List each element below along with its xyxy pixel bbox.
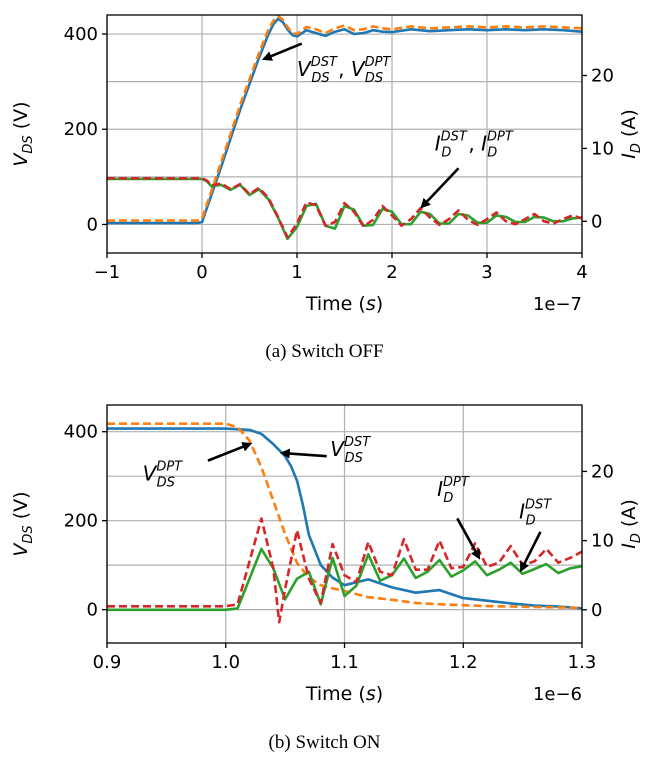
x-tick-label: 1 xyxy=(291,262,302,283)
annotation-label-i-dst: IDST D xyxy=(519,497,552,528)
y-right-tick-label: 0 xyxy=(591,600,602,621)
y-right-axis-label: ID (A) xyxy=(618,109,644,159)
x-tick-label: 1.3 xyxy=(568,652,597,673)
y-left-axis-label: VDS (V) xyxy=(10,101,36,166)
annotation-arrow-v xyxy=(261,42,303,61)
annotation-label-i-dpt: IDPT D xyxy=(437,475,470,506)
series-line-vds-dst xyxy=(107,17,582,225)
series-line-id-dst xyxy=(107,177,582,241)
panel-switch-off: −1 0 1 2 3 4 0 200 400 0 10 20 Time (s) 1e−7 VDS (V) ID… xyxy=(10,14,644,362)
series-line-id-dpt xyxy=(107,517,582,624)
y-left-tick-label: 400 xyxy=(64,24,98,45)
series-line-vds-dpt xyxy=(107,422,582,610)
y-left-tick-label: 400 xyxy=(64,422,98,443)
y-right-tick-label: 20 xyxy=(591,461,614,482)
figure-caption: (b) Switch ON xyxy=(269,732,381,753)
y-left-axis-label: VDS (V) xyxy=(10,491,36,556)
y-left-tick-label: 200 xyxy=(64,119,98,140)
y-right-tick-label: 20 xyxy=(591,66,614,87)
y-left-tick-label: 0 xyxy=(87,600,98,621)
x-offset-text: 1e−6 xyxy=(533,684,582,705)
x-tick-label: 0 xyxy=(196,262,207,283)
annotation-label-v-dpt: VDPT DS xyxy=(143,460,184,491)
x-tick-label: 1.2 xyxy=(449,652,478,673)
panel-switch-on: 0.9 1.0 1.1 1.2 1.3 0 200 400 0 10 20 Time (s) 1e−6 V… xyxy=(10,404,644,753)
x-tick-label: 1.1 xyxy=(330,652,359,673)
x-tick-label: 4 xyxy=(576,262,587,283)
x-tick-label: 3 xyxy=(481,262,492,283)
x-offset-text: 1e−7 xyxy=(533,294,582,315)
x-tick-label: 0.9 xyxy=(93,652,122,673)
x-tick-label: 2 xyxy=(386,262,397,283)
annotation-arrow-v-dpt xyxy=(207,442,253,462)
x-tick-label: 1.0 xyxy=(211,652,240,673)
figure-caption: (a) Switch OFF xyxy=(265,341,383,362)
series-line-vds-dst xyxy=(107,427,582,610)
annotation-label-v: VDST DS, VDPT DS xyxy=(297,55,391,86)
x-tick-label: −1 xyxy=(94,262,121,283)
annotation-arrow-i xyxy=(420,167,460,209)
y-left-tick-label: 0 xyxy=(87,214,98,235)
y-right-tick-label: 0 xyxy=(591,211,602,232)
plot-frame xyxy=(106,14,583,254)
annotation-arrow-i-dpt xyxy=(456,517,481,560)
annotation-arrow-v-dst xyxy=(279,448,327,459)
annotation-arrow-i-dst xyxy=(520,531,542,573)
annotation-label-i: IDST D, IDPT D xyxy=(435,130,514,161)
x-axis-label: Time (s) xyxy=(305,683,383,705)
y-right-tick-label: 10 xyxy=(591,138,614,159)
y-left-tick-label: 200 xyxy=(64,511,98,532)
y-right-axis-label: ID (A) xyxy=(618,499,644,549)
y-right-tick-label: 10 xyxy=(591,531,614,552)
x-axis-label: Time (s) xyxy=(305,293,383,315)
series-line-vds-dpt xyxy=(107,15,582,222)
annotation-label-v-dst: VDST DS xyxy=(330,435,371,466)
series-line-id-dpt xyxy=(107,177,582,239)
